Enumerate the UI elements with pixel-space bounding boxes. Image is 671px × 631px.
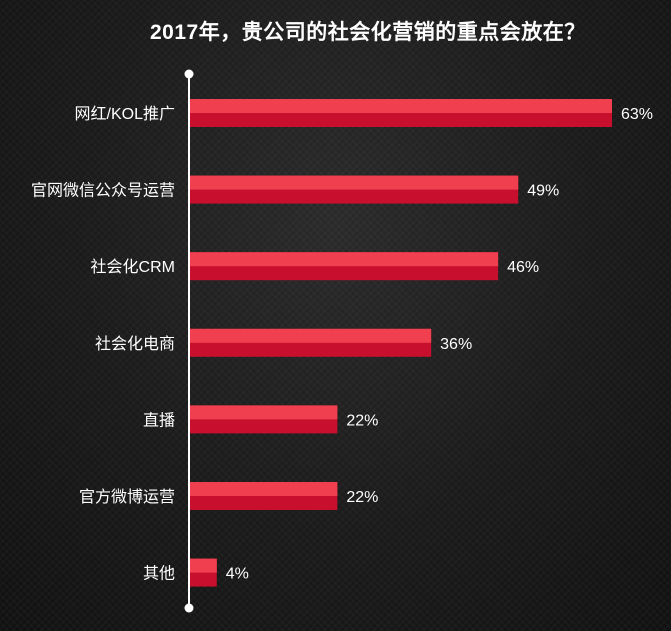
bar-highlight-0 <box>190 99 612 113</box>
chart-title: 2017年，贵公司的社会化营销的重点会放在？ <box>150 21 586 44</box>
category-label-6: 其他 <box>143 565 175 583</box>
value-label-4: 22% <box>346 412 378 429</box>
y-axis-bottom-dot <box>184 603 194 613</box>
bar-highlight-2 <box>190 252 499 267</box>
bar-highlight-6 <box>190 558 217 573</box>
axis-group <box>184 69 194 613</box>
category-label-2: 社会化CRM <box>91 258 175 276</box>
category-label-1: 官网微信公众号运营 <box>31 182 175 200</box>
bar-highlight-5 <box>190 482 338 496</box>
value-label-3: 36% <box>440 336 472 353</box>
bars-group: 网红/KOL推广 63% 官网微信公众号运营 49% 社会化CRM 46% 社会化电商 36%… <box>31 99 653 587</box>
category-label-3: 社会化电商 <box>95 335 175 353</box>
bar-highlight-1 <box>190 175 519 190</box>
category-label-4: 直播 <box>143 411 175 429</box>
value-label-2: 46% <box>507 259 539 276</box>
value-label-0: 63% <box>621 106 653 123</box>
value-label-5: 22% <box>346 489 378 506</box>
value-label-1: 49% <box>527 183 559 200</box>
category-label-0: 网红/KOL推广 <box>75 105 175 123</box>
bar-highlight-4 <box>190 405 338 420</box>
category-label-5: 官方微博运营 <box>79 488 175 506</box>
value-label-6: 4% <box>226 566 249 583</box>
y-axis-top-dot <box>184 69 194 79</box>
bar-highlight-3 <box>190 328 432 343</box>
